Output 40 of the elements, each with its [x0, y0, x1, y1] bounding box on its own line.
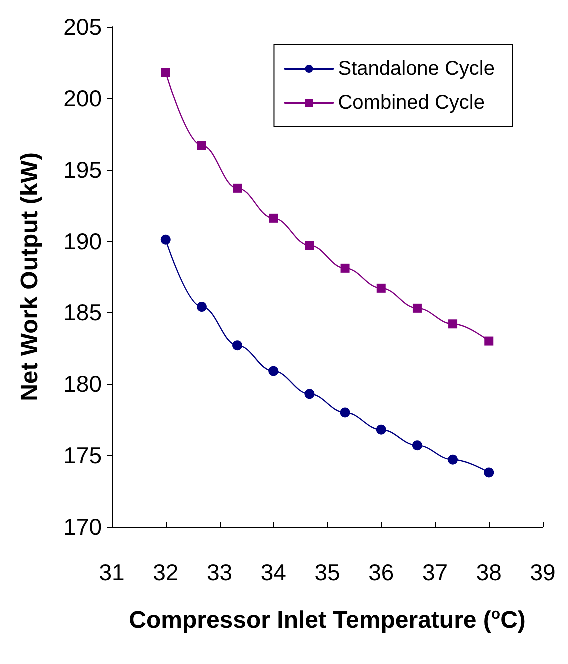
- y-tick-label: 170: [64, 514, 102, 540]
- x-tick-label: 37: [422, 560, 448, 586]
- y-tick-label: 195: [64, 156, 102, 183]
- point: [340, 264, 350, 273]
- point: [232, 340, 243, 351]
- x-tick-label: 35: [314, 560, 340, 586]
- y-tick-label: 180: [64, 371, 102, 398]
- y-tick-label: 185: [64, 300, 102, 326]
- point: [340, 408, 350, 418]
- y-tick-label: 205: [64, 14, 102, 40]
- legend-label: Combined Cycle: [338, 92, 485, 114]
- point: [376, 424, 386, 435]
- point: [412, 304, 422, 313]
- point: [304, 389, 315, 400]
- x-tick-label: 31: [99, 560, 125, 586]
- point: [412, 440, 422, 451]
- point: [484, 336, 494, 346]
- x-tick-label: 34: [260, 560, 287, 586]
- point: [268, 366, 279, 376]
- legend-label: Standalone Cycle: [338, 58, 496, 80]
- y-axis-title: Net Work Output (kW): [16, 152, 44, 402]
- point: [448, 320, 458, 329]
- point: [269, 214, 278, 223]
- point: [376, 284, 386, 293]
- point: [484, 468, 494, 478]
- point: [233, 184, 242, 193]
- point: [196, 302, 207, 312]
- x-tick-label: 38: [476, 560, 502, 586]
- point: [448, 454, 458, 465]
- x-tick-label: 33: [206, 560, 233, 586]
- x-tick-label: 32: [153, 560, 179, 586]
- point: [305, 241, 314, 250]
- x-tick-label: 39: [530, 560, 556, 586]
- y-tick-label: 200: [64, 85, 102, 112]
- x-tick-label: 36: [368, 560, 394, 586]
- point: [197, 141, 206, 150]
- point: [160, 234, 171, 245]
- point: [161, 68, 170, 78]
- y-tick-label: 175: [64, 442, 102, 469]
- y-tick-label: 190: [64, 228, 102, 254]
